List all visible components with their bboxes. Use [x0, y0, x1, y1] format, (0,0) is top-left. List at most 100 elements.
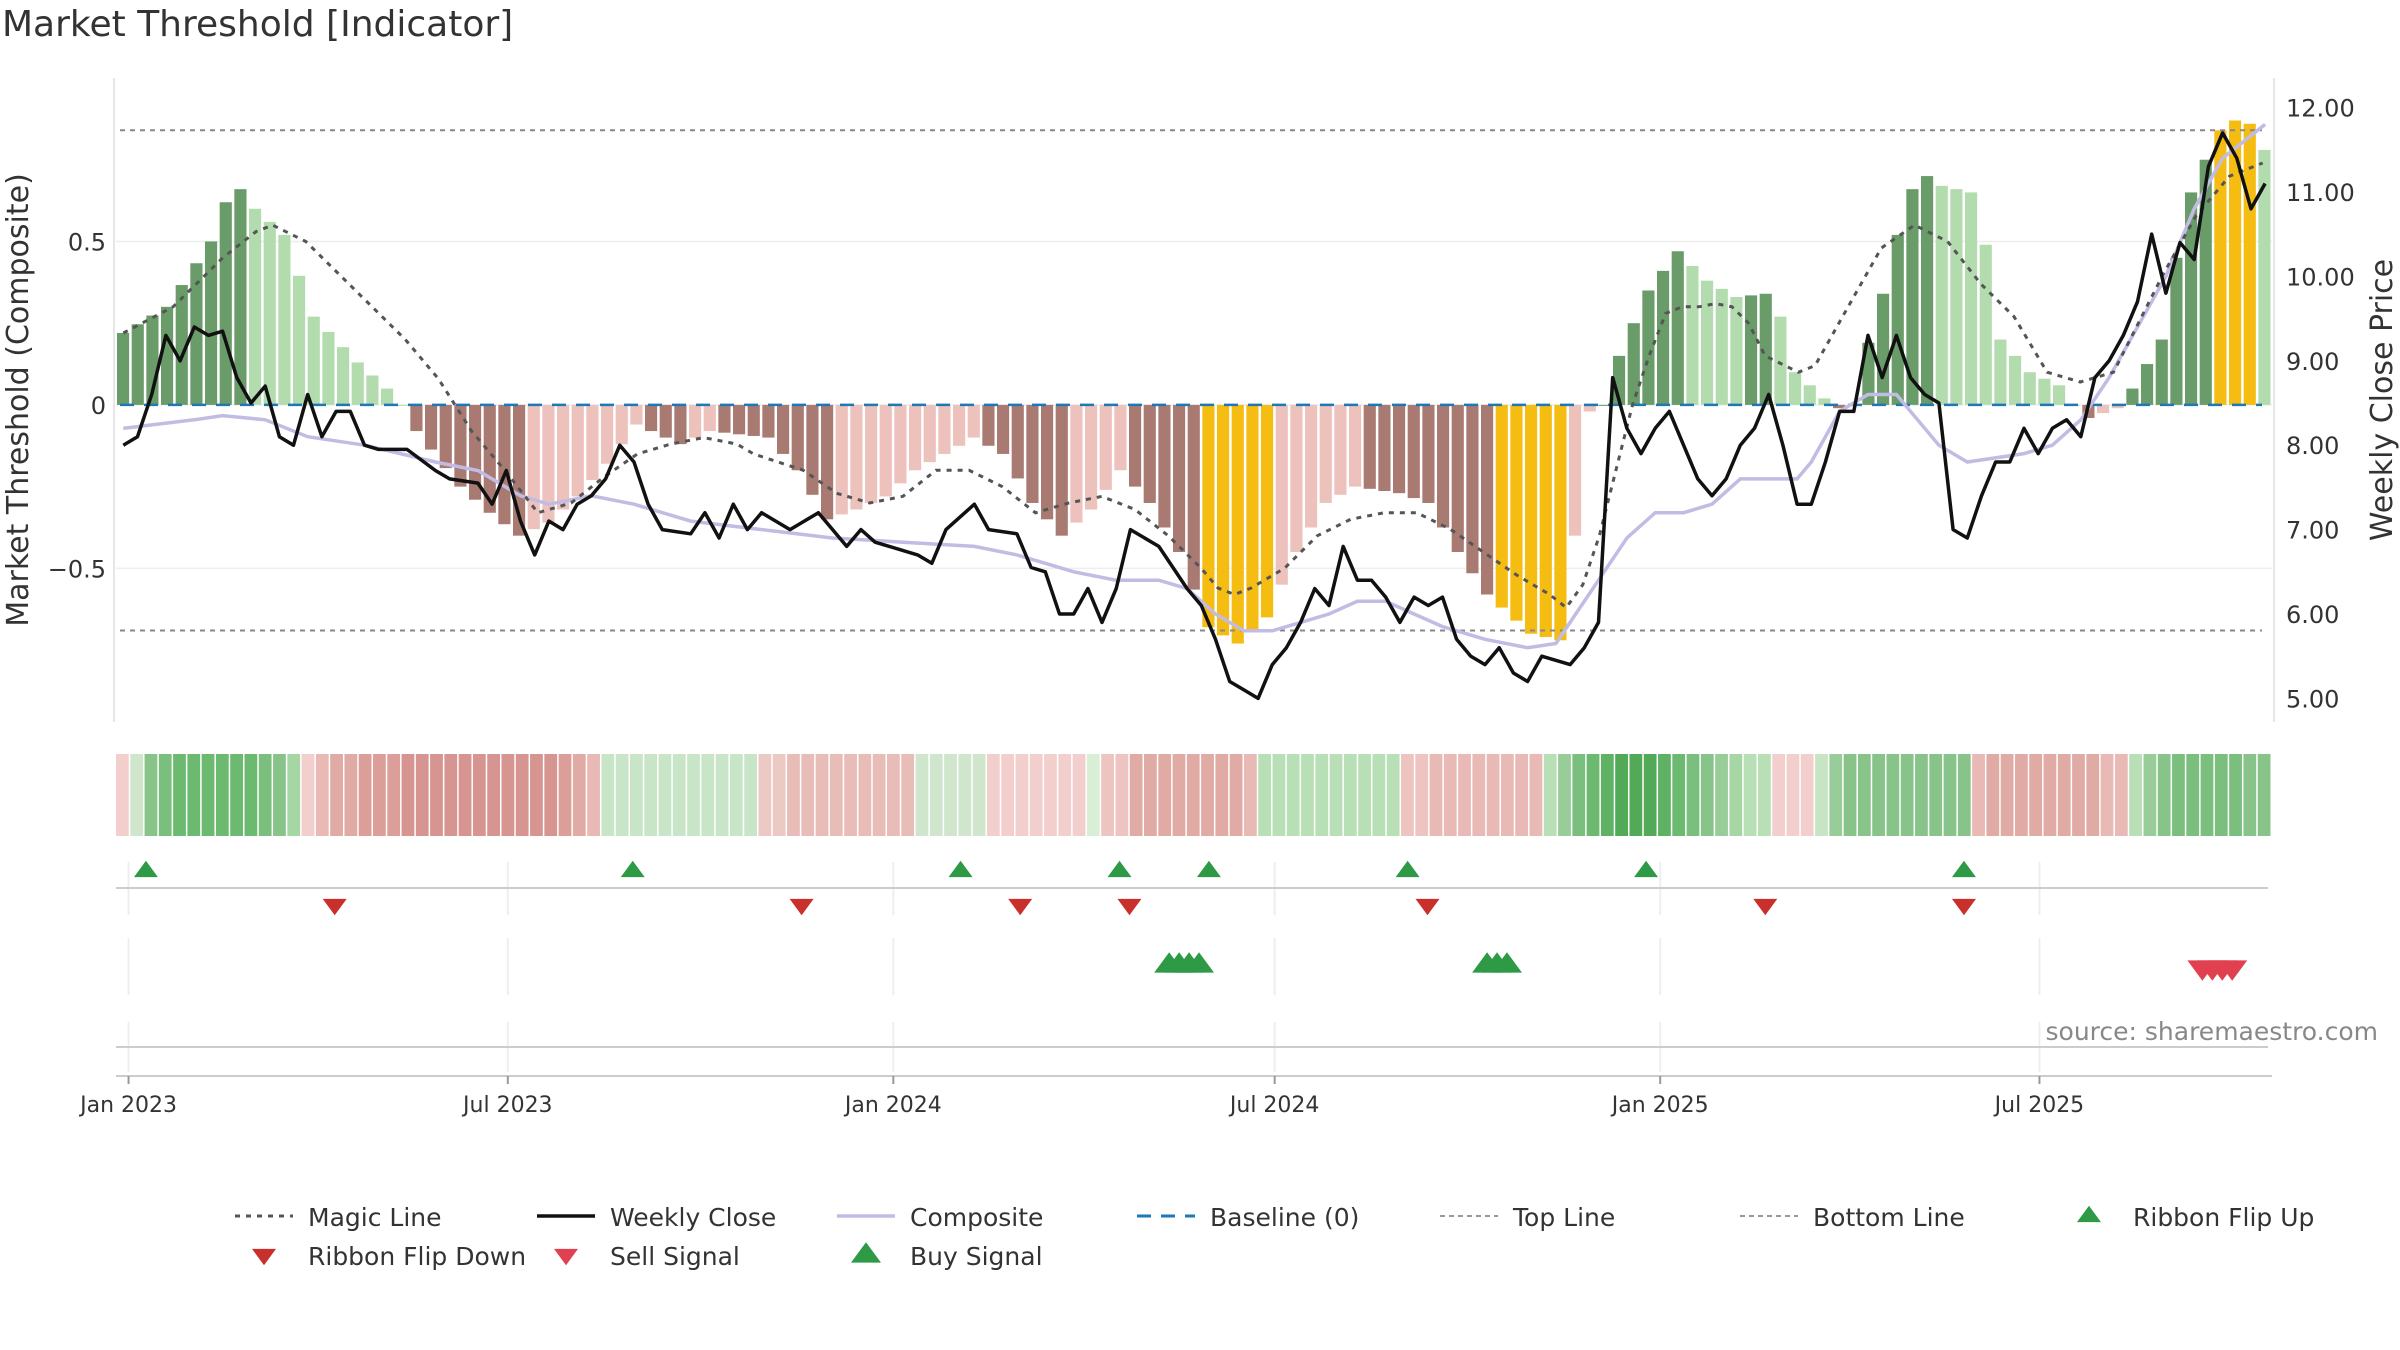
composite-bar — [337, 347, 350, 405]
composite-bar — [1877, 293, 1890, 405]
ribbon-cell — [1186, 754, 1200, 836]
composite-bar — [1642, 290, 1655, 405]
magic-line — [122, 161, 2264, 610]
legend-label: Sell Signal — [610, 1242, 740, 1271]
composite-bar — [1759, 293, 1772, 405]
ribbon-cell — [1358, 754, 1371, 836]
ribbon-cell — [1715, 754, 1728, 836]
ribbon-cell — [2100, 754, 2114, 836]
ribbon-cell — [615, 754, 629, 836]
composite-bar — [234, 189, 247, 405]
ribbon-cell — [472, 754, 486, 836]
ribbon-cell — [1286, 754, 1300, 836]
ribbon-cell — [116, 754, 129, 836]
composite-bar — [249, 208, 262, 405]
ribbon-cell — [958, 754, 972, 836]
ribbon-cell — [1301, 754, 1314, 836]
ribbon-cell — [1343, 754, 1357, 836]
composite-bar — [703, 404, 716, 432]
ribbon-cell — [1315, 754, 1329, 836]
composite-bars — [117, 120, 2271, 644]
ribbon-flip-up-marker — [1107, 860, 1132, 878]
composite-bar — [1481, 404, 1494, 595]
legend-item: Ribbon Flip Down — [252, 1242, 526, 1271]
legend-item: Top Line — [1440, 1203, 1615, 1232]
composite-bar — [2214, 130, 2227, 405]
ribbon-cell — [844, 754, 857, 836]
composite-bar — [1407, 404, 1420, 499]
ribbon-flip-up-marker — [133, 860, 158, 878]
ribbon-cell — [2229, 754, 2242, 836]
ribbon-cell — [544, 754, 558, 836]
ribbon-cell — [2200, 754, 2214, 836]
source-note: source: sharemaestro.com — [2046, 1017, 2379, 1046]
composite-bar — [2229, 120, 2242, 405]
ribbon-cell — [301, 754, 315, 836]
composite-bar — [1290, 404, 1303, 553]
composite-bar — [2038, 378, 2051, 405]
ribbon-cell — [458, 754, 472, 836]
legend-item: Baseline (0) — [1137, 1203, 1359, 1232]
composite-bar — [1627, 323, 1640, 405]
x-tick-label: Jan 2024 — [843, 1093, 942, 1118]
composite-bar — [1950, 189, 1963, 405]
ribbon-cell — [373, 754, 386, 836]
ribbon-cell — [1643, 754, 1657, 836]
ribbon-cell — [701, 754, 715, 836]
ribbon-flip-up-marker — [1634, 860, 1659, 878]
composite-bar — [454, 404, 467, 487]
legend-item: Weekly Close — [537, 1203, 776, 1232]
ribbon-cell — [1044, 754, 1057, 836]
x-tick-label: Jan 2023 — [78, 1093, 177, 1118]
composite-bar — [2111, 404, 2124, 409]
ribbon-cell — [1800, 754, 1814, 836]
composite-bar — [1437, 404, 1450, 528]
ribbon-cell — [1943, 754, 1957, 836]
legend-item: Magic Line — [235, 1203, 442, 1232]
ribbon-cell — [201, 754, 215, 836]
composite-bar — [469, 404, 482, 500]
ribbon-cell — [501, 754, 515, 836]
composite-bar — [2185, 192, 2198, 405]
ribbon-cell — [1429, 754, 1443, 836]
ribbon-cell — [1372, 754, 1386, 836]
ribbon-cell — [815, 754, 829, 836]
composite-bar — [571, 404, 584, 497]
ribbon-cell — [1115, 754, 1129, 836]
ribbon-cell — [158, 754, 172, 836]
ribbon-cell — [772, 754, 786, 836]
legend-label: Composite — [910, 1203, 1043, 1232]
composite-bar — [1686, 265, 1699, 405]
ribbon-cell — [1500, 754, 1514, 836]
ribbon-cell — [2029, 754, 2043, 836]
ribbon-cell — [344, 754, 358, 836]
composite-bar — [1715, 288, 1728, 405]
y2-tick-label: 6.00 — [2286, 601, 2339, 629]
composite-bar — [117, 332, 130, 405]
ribbon-cell — [1329, 754, 1343, 836]
legend-item: Ribbon Flip Up — [2077, 1203, 2314, 1232]
ribbon-cell — [572, 754, 586, 836]
composite-bar — [1055, 404, 1068, 536]
ribbon-cell — [1472, 754, 1486, 836]
composite-bar — [2009, 355, 2022, 405]
ribbon-cell — [1586, 754, 1600, 836]
buy-signal-marker — [1491, 952, 1522, 973]
composite-bar — [131, 324, 144, 405]
composite-bar — [659, 404, 672, 438]
composite-bar — [322, 331, 335, 405]
ribbon-cell — [430, 754, 443, 836]
ribbon-cell — [1515, 754, 1529, 836]
y2-tick-label: 9.00 — [2286, 348, 2339, 376]
y2-tick-label: 11.00 — [2286, 179, 2355, 207]
composite-bar — [1730, 297, 1743, 405]
composite-bar — [938, 404, 951, 454]
ribbon-cell — [1401, 754, 1414, 836]
composite-bar — [1906, 189, 1919, 405]
composite-bar — [1539, 404, 1552, 638]
composite-bar — [879, 404, 892, 497]
ribbon-flip-up-marker — [1395, 860, 1420, 878]
composite-bar — [557, 404, 570, 510]
composite-bar — [2258, 149, 2271, 405]
legend-swatch — [2077, 1205, 2101, 1223]
